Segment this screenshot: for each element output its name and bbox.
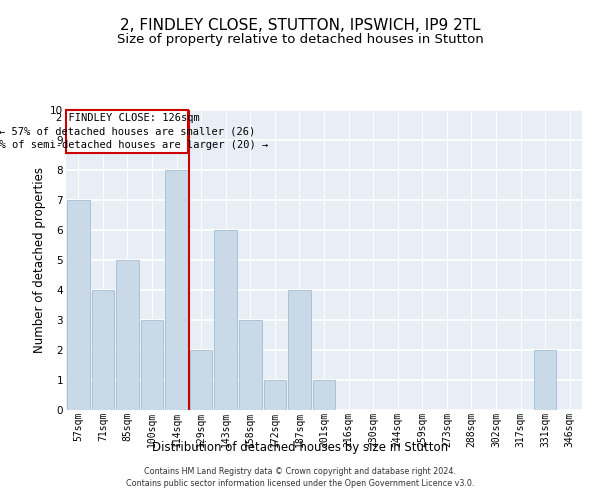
Bar	[313, 380, 335, 410]
Text: Contains HM Land Registry data © Crown copyright and database right 2024.
Contai: Contains HM Land Registry data © Crown c…	[126, 466, 474, 487]
Bar	[140, 320, 163, 410]
Text: 2, FINDLEY CLOSE, STUTTON, IPSWICH, IP9 2TL: 2, FINDLEY CLOSE, STUTTON, IPSWICH, IP9 …	[119, 18, 481, 32]
Text: Size of property relative to detached houses in Stutton: Size of property relative to detached ho…	[116, 32, 484, 46]
Bar	[67, 200, 89, 410]
Text: Distribution of detached houses by size in Stutton: Distribution of detached houses by size …	[152, 441, 448, 454]
Bar	[165, 170, 188, 410]
Text: 2 FINDLEY CLOSE: 126sqm
← 57% of detached houses are smaller (26)
43% of semi-de: 2 FINDLEY CLOSE: 126sqm ← 57% of detache…	[0, 114, 268, 150]
Bar	[92, 290, 114, 410]
Bar	[288, 290, 311, 410]
Bar	[214, 230, 237, 410]
Bar	[190, 350, 212, 410]
Bar	[239, 320, 262, 410]
FancyBboxPatch shape	[67, 110, 188, 153]
Bar	[534, 350, 556, 410]
Bar	[263, 380, 286, 410]
Y-axis label: Number of detached properties: Number of detached properties	[33, 167, 46, 353]
Bar	[116, 260, 139, 410]
